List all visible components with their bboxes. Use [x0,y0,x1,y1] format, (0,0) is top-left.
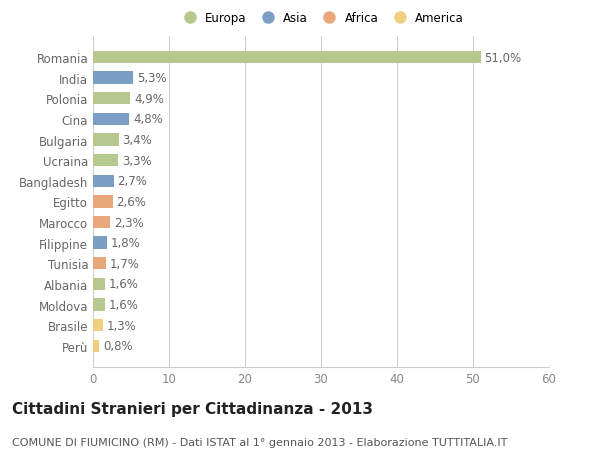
Bar [93,93,130,105]
Bar [93,134,119,146]
Text: 1,3%: 1,3% [107,319,136,332]
Bar [93,216,110,229]
Text: 51,0%: 51,0% [484,51,521,64]
Bar [93,319,103,331]
Bar [93,196,113,208]
Text: 4,8%: 4,8% [133,113,163,126]
Text: 4,9%: 4,9% [134,93,164,106]
Text: 5,3%: 5,3% [137,72,167,85]
Bar [93,340,99,352]
Text: Cittadini Stranieri per Cittadinanza - 2013: Cittadini Stranieri per Cittadinanza - 2… [12,401,373,416]
Bar [93,175,113,188]
Bar [93,73,133,84]
Text: 1,6%: 1,6% [109,298,139,311]
Legend: Europa, Asia, Africa, America: Europa, Asia, Africa, America [176,10,466,28]
Text: COMUNE DI FIUMICINO (RM) - Dati ISTAT al 1° gennaio 2013 - Elaborazione TUTTITAL: COMUNE DI FIUMICINO (RM) - Dati ISTAT al… [12,437,508,447]
Text: 3,3%: 3,3% [122,154,152,167]
Bar [93,52,481,64]
Text: 2,6%: 2,6% [116,196,146,208]
Text: 1,6%: 1,6% [109,278,139,291]
Bar [93,155,118,167]
Text: 0,8%: 0,8% [103,340,133,353]
Bar [93,113,130,126]
Text: 1,7%: 1,7% [110,257,140,270]
Text: 2,3%: 2,3% [114,216,144,229]
Bar [93,299,105,311]
Text: 1,8%: 1,8% [110,237,140,250]
Bar [93,257,106,270]
Bar [93,278,105,291]
Text: 3,4%: 3,4% [122,134,152,147]
Text: 2,7%: 2,7% [118,175,147,188]
Bar [93,237,107,249]
